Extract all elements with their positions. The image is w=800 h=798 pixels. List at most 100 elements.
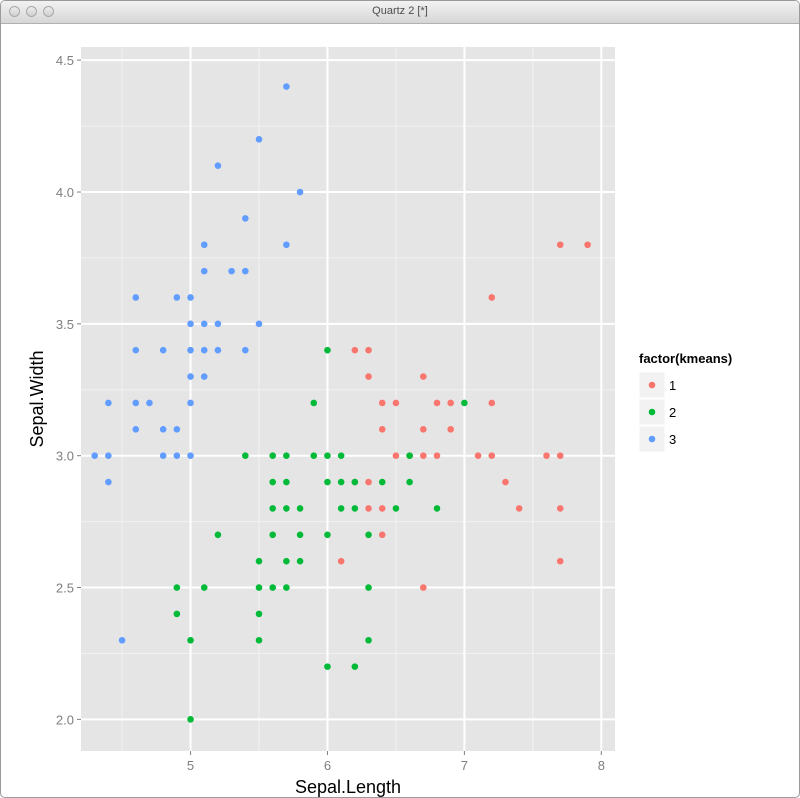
- point-cluster-2: [310, 452, 318, 459]
- point-cluster-1: [556, 505, 564, 512]
- y-tick-label: 4.0: [56, 185, 74, 200]
- point-cluster-1: [502, 478, 509, 486]
- point-cluster-2: [242, 452, 249, 459]
- point-cluster-2: [351, 663, 359, 670]
- point-cluster-2: [187, 636, 194, 644]
- point-cluster-2: [351, 505, 359, 512]
- point-cluster-3: [132, 294, 140, 301]
- y-tick-label: 3.0: [56, 449, 74, 464]
- point-cluster-3: [132, 426, 140, 433]
- point-cluster-1: [365, 505, 372, 512]
- point-cluster-3: [255, 135, 263, 143]
- point-cluster-2: [310, 399, 318, 407]
- point-cluster-3: [242, 215, 249, 222]
- legend: factor(kmeans) 1 2 3: [638, 351, 732, 453]
- data-points: [91, 83, 591, 723]
- x-tick-label: 7: [461, 758, 468, 773]
- point-cluster-2: [173, 584, 181, 591]
- point-cluster-2: [283, 584, 290, 591]
- point-cluster-3: [187, 373, 194, 380]
- point-cluster-1: [378, 531, 386, 539]
- point-cluster-2: [200, 584, 208, 591]
- point-cluster-3: [242, 346, 249, 354]
- point-cluster-3: [214, 320, 222, 328]
- zoom-window-button[interactable]: [43, 6, 54, 17]
- point-cluster-1: [420, 452, 427, 459]
- point-cluster-2: [255, 636, 263, 644]
- point-cluster-3: [255, 320, 263, 328]
- point-cluster-1: [584, 241, 591, 249]
- legend-key-point: [648, 435, 656, 443]
- x-tick-label: 5: [187, 758, 194, 773]
- point-cluster-1: [433, 452, 441, 459]
- point-cluster-2: [283, 557, 290, 565]
- point-cluster-3: [214, 346, 222, 354]
- y-tick-label: 2.5: [56, 581, 74, 596]
- point-cluster-1: [433, 399, 441, 407]
- window-titlebar: Quartz 2 [*]: [1, 1, 799, 24]
- point-cluster-2: [378, 478, 386, 486]
- point-cluster-2: [283, 505, 290, 512]
- point-cluster-2: [365, 584, 372, 591]
- point-cluster-2: [269, 452, 276, 459]
- point-cluster-3: [187, 399, 194, 407]
- point-cluster-3: [105, 478, 112, 486]
- point-cluster-3: [200, 346, 208, 354]
- point-cluster-2: [337, 478, 345, 486]
- point-cluster-2: [365, 636, 372, 644]
- y-axis-ticks: 2.0 2.5 3.0 3.5 4.0 4.5: [56, 53, 81, 727]
- point-cluster-2: [255, 610, 263, 618]
- point-cluster-2: [283, 478, 290, 486]
- point-cluster-1: [447, 399, 454, 407]
- point-cluster-3: [187, 320, 194, 328]
- point-cluster-3: [173, 294, 181, 301]
- point-cluster-1: [515, 505, 523, 512]
- point-cluster-2: [324, 346, 331, 354]
- point-cluster-2: [324, 663, 331, 670]
- point-cluster-2: [337, 505, 345, 512]
- point-cluster-2: [406, 478, 413, 486]
- point-cluster-1: [378, 426, 386, 433]
- legend-key-point: [648, 408, 656, 416]
- legend-entries: 1 2 3: [638, 371, 676, 453]
- window-title: Quartz 2 [*]: [372, 5, 428, 17]
- point-cluster-2: [296, 557, 304, 565]
- point-cluster-1: [392, 452, 400, 459]
- y-axis-title: Sepal.Width: [27, 350, 47, 447]
- point-cluster-2: [255, 557, 263, 565]
- point-cluster-1: [488, 399, 496, 407]
- minor-gridlines: [81, 47, 615, 751]
- point-cluster-3: [187, 346, 194, 354]
- point-cluster-3: [132, 399, 140, 407]
- point-cluster-1: [420, 584, 427, 591]
- point-cluster-1: [337, 557, 345, 565]
- point-cluster-3: [187, 294, 194, 301]
- point-cluster-1: [420, 373, 427, 380]
- point-cluster-2: [173, 610, 181, 618]
- point-cluster-1: [488, 452, 496, 459]
- point-cluster-3: [214, 162, 222, 169]
- point-cluster-3: [200, 320, 208, 328]
- point-cluster-3: [173, 426, 181, 433]
- point-cluster-2: [461, 399, 468, 407]
- y-tick-label: 2.0: [56, 712, 74, 727]
- x-axis-ticks: 5 6 7 8: [187, 751, 605, 773]
- legend-label: 2: [669, 405, 676, 420]
- point-cluster-3: [105, 399, 112, 407]
- close-window-button[interactable]: [9, 6, 20, 17]
- y-tick-label: 4.5: [56, 53, 74, 68]
- x-axis-title: Sepal.Length: [295, 777, 401, 797]
- point-cluster-1: [378, 399, 386, 407]
- point-cluster-3: [200, 241, 208, 249]
- point-cluster-1: [447, 426, 454, 433]
- point-cluster-2: [324, 531, 331, 539]
- point-cluster-1: [474, 452, 482, 459]
- point-cluster-2: [255, 584, 263, 591]
- point-cluster-3: [296, 188, 304, 196]
- point-cluster-1: [365, 373, 372, 380]
- point-cluster-2: [283, 452, 290, 459]
- point-cluster-2: [296, 505, 304, 512]
- minimize-window-button[interactable]: [26, 6, 37, 17]
